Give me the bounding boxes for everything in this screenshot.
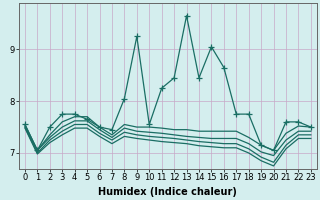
X-axis label: Humidex (Indice chaleur): Humidex (Indice chaleur) (99, 187, 237, 197)
